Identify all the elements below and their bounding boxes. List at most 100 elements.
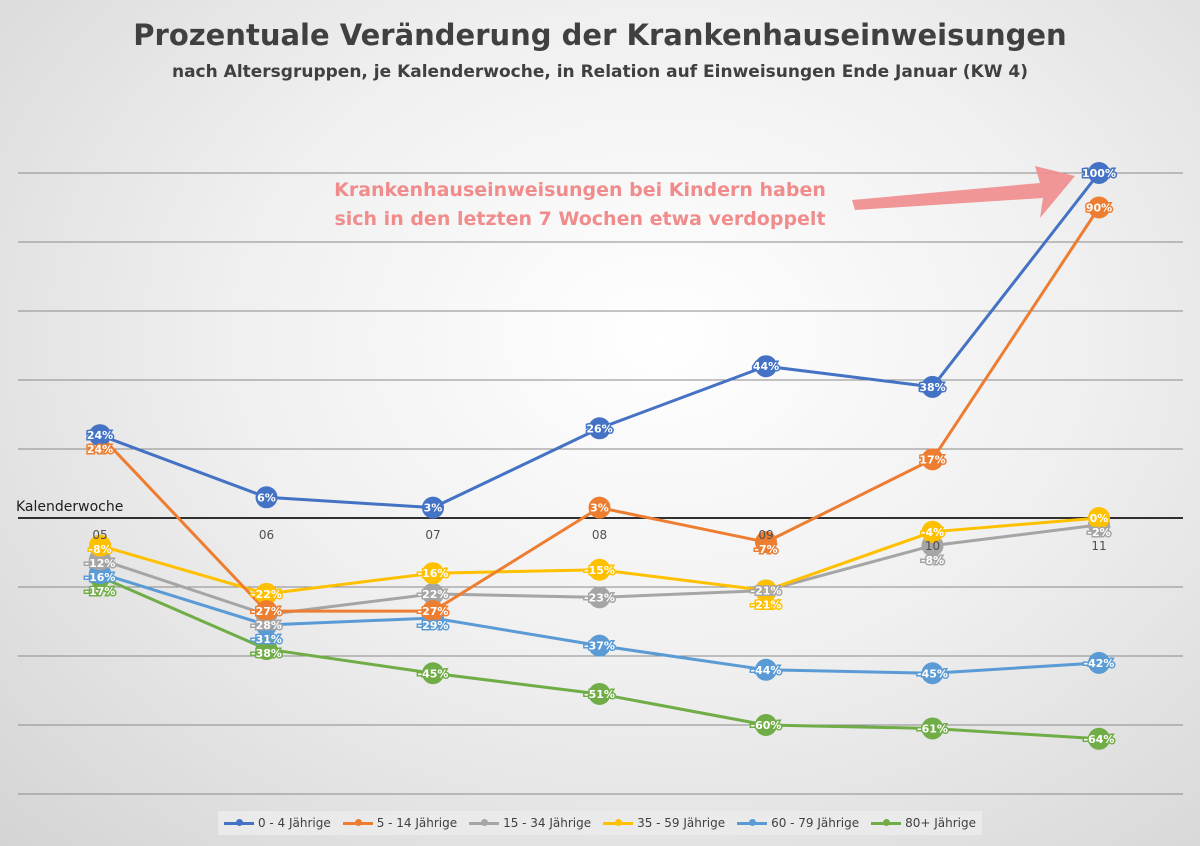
legend-label: 5 - 14 Jährige <box>376 816 458 830</box>
data-label: 24% <box>87 443 113 456</box>
data-label: -23% <box>584 591 615 604</box>
legend: 0 - 4 Jährige 5 - 14 Jährige 15 - 34 Jähri… <box>218 811 982 835</box>
data-point <box>1088 727 1110 750</box>
x-tick-label: 07 <box>425 528 440 542</box>
data-label: -27% <box>418 605 449 618</box>
data-label: 17% <box>919 453 945 466</box>
legend-item: 35 - 59 Jährige <box>603 816 725 830</box>
x-tick-label: 06 <box>259 528 274 542</box>
chart-subtitle: nach Altersgruppen, je Kalenderwoche, in… <box>171 62 1029 82</box>
legend-swatch-icon <box>603 819 634 826</box>
data-point <box>1088 162 1110 184</box>
data-label: 3% <box>424 502 443 515</box>
data-point <box>422 662 444 685</box>
data-point <box>588 558 611 581</box>
data-label: -16% <box>418 567 449 580</box>
data-label: -12% <box>85 557 116 570</box>
data-point <box>921 375 944 398</box>
data-label: 44% <box>753 360 779 373</box>
data-label: 26% <box>586 422 612 435</box>
data-point <box>255 486 278 509</box>
data-point <box>422 562 444 585</box>
annotation-line-1: Krankenhauseinweisungen bei Kindern habe… <box>334 179 826 201</box>
data-label: -31% <box>251 633 282 646</box>
data-point <box>588 417 611 440</box>
data-point <box>755 531 777 554</box>
data-point <box>1088 651 1110 674</box>
data-label: 0% <box>1090 512 1109 525</box>
x-axis-label: Kalenderwoche <box>16 499 123 515</box>
legend-label: 60 - 79 Jährige <box>771 816 860 830</box>
data-label: 3% <box>590 502 609 515</box>
data-point <box>921 520 944 543</box>
x-tick-label: 11 <box>1091 539 1106 553</box>
data-point <box>255 600 278 623</box>
data-point <box>422 496 444 519</box>
x-tick-label: 05 <box>92 528 107 542</box>
data-label: -60% <box>751 719 782 732</box>
data-label: -64% <box>1084 733 1115 746</box>
data-point <box>921 717 944 740</box>
data-label: -8% <box>921 554 944 567</box>
legend-swatch-icon <box>469 819 500 826</box>
data-label: -61% <box>917 722 948 735</box>
data-label: -21% <box>751 598 782 611</box>
data-label: -17% <box>85 585 116 598</box>
data-point <box>89 534 111 557</box>
data-point <box>588 682 611 705</box>
data-point <box>1088 196 1110 219</box>
legend-swatch-icon <box>342 819 373 826</box>
data-point <box>255 638 278 661</box>
legend-item: 5 - 14 Jährige <box>342 816 458 830</box>
legend-swatch-icon <box>737 819 768 826</box>
legend-item: 80+ Jährige <box>871 816 976 830</box>
data-label: -16% <box>85 571 116 584</box>
data-point <box>588 634 611 657</box>
legend-item: 60 - 79 Jährige <box>737 816 859 830</box>
x-tick-label: 10 <box>925 539 940 553</box>
data-label: -28% <box>251 619 282 632</box>
data-label: -2% <box>1087 526 1110 539</box>
data-point <box>422 600 444 623</box>
data-label: -22% <box>418 588 449 601</box>
data-label: -45% <box>917 667 948 680</box>
data-point <box>755 714 777 736</box>
data-label: -37% <box>584 640 615 653</box>
data-point <box>1088 507 1110 529</box>
series-line <box>98 206 1101 613</box>
legend-label: 80+ Jährige <box>905 816 976 830</box>
annotation-line-2: sich in den letzten 7 Wochen etwa verdop… <box>334 208 826 230</box>
annotation: Krankenhauseinweisungen bei Kindern habe… <box>280 176 880 234</box>
data-label: -7% <box>754 543 777 556</box>
legend-swatch-icon <box>223 819 254 826</box>
data-point <box>255 582 278 605</box>
data-label: -27% <box>251 605 282 618</box>
data-point <box>921 662 944 685</box>
data-label: -29% <box>418 619 449 632</box>
legend-item: 15 - 34 Jährige <box>469 816 591 830</box>
x-tick-label: 09 <box>758 528 773 542</box>
data-label: -8% <box>88 543 111 556</box>
data-point <box>422 582 444 605</box>
data-label: 100% <box>1082 167 1116 180</box>
data-label: -15% <box>584 564 615 577</box>
data-point <box>921 448 944 471</box>
legend-item: 0 - 4 Jährige <box>223 816 331 830</box>
data-label: 38% <box>919 381 945 394</box>
data-label: -4% <box>921 526 944 539</box>
legend-swatch-icon <box>871 819 902 826</box>
data-label: -21% <box>751 584 782 597</box>
data-point <box>588 586 611 609</box>
legend-label: 0 - 4 Jährige <box>257 816 331 830</box>
data-label: -44% <box>751 664 782 677</box>
data-label: -42% <box>1084 657 1115 670</box>
legend-label: 35 - 59 Jährige <box>637 816 726 830</box>
data-label: -22% <box>251 588 282 601</box>
x-tick-label: 08 <box>592 528 607 542</box>
data-label: 90% <box>1086 202 1112 215</box>
data-label: -45% <box>418 667 449 680</box>
data-label: -38% <box>251 647 282 660</box>
legend-label: 15 - 34 Jährige <box>503 816 592 830</box>
data-label: -51% <box>584 688 615 701</box>
